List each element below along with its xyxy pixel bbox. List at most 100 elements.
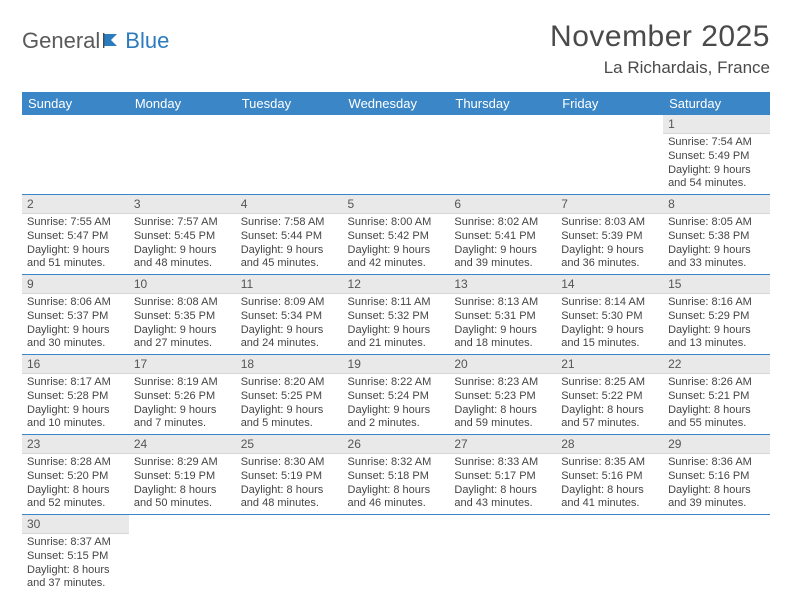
daylight-text: Daylight: 9 hours and 5 minutes. (241, 404, 338, 432)
sunset-text: Sunset: 5:49 PM (668, 150, 765, 164)
sunrise-text: Sunrise: 8:00 AM (348, 216, 445, 230)
day-body: Sunrise: 8:05 AMSunset: 5:38 PMDaylight:… (663, 214, 770, 274)
sunset-text: Sunset: 5:39 PM (561, 230, 658, 244)
daylight-text: Daylight: 9 hours and 30 minutes. (27, 324, 124, 352)
daylight-text: Daylight: 9 hours and 51 minutes. (27, 244, 124, 272)
calendar-week-row: 16Sunrise: 8:17 AMSunset: 5:28 PMDayligh… (22, 355, 770, 435)
day-body: Sunrise: 8:14 AMSunset: 5:30 PMDaylight:… (556, 294, 663, 354)
sunrise-text: Sunrise: 8:02 AM (454, 216, 551, 230)
calendar-cell: 15Sunrise: 8:16 AMSunset: 5:29 PMDayligh… (663, 275, 770, 355)
day-number: 9 (22, 275, 129, 294)
daylight-text: Daylight: 9 hours and 13 minutes. (668, 324, 765, 352)
sunset-text: Sunset: 5:31 PM (454, 310, 551, 324)
sunrise-text: Sunrise: 8:35 AM (561, 456, 658, 470)
calendar-week-row: 30Sunrise: 8:37 AMSunset: 5:15 PMDayligh… (22, 515, 770, 595)
day-body: Sunrise: 7:58 AMSunset: 5:44 PMDaylight:… (236, 214, 343, 274)
calendar-cell: . (129, 115, 236, 195)
sunset-text: Sunset: 5:22 PM (561, 390, 658, 404)
day-body: Sunrise: 8:33 AMSunset: 5:17 PMDaylight:… (449, 454, 556, 514)
day-body: Sunrise: 8:06 AMSunset: 5:37 PMDaylight:… (22, 294, 129, 354)
day-body: Sunrise: 8:13 AMSunset: 5:31 PMDaylight:… (449, 294, 556, 354)
sunrise-text: Sunrise: 8:26 AM (668, 376, 765, 390)
calendar-cell: 16Sunrise: 8:17 AMSunset: 5:28 PMDayligh… (22, 355, 129, 435)
sunset-text: Sunset: 5:29 PM (668, 310, 765, 324)
daylight-text: Daylight: 9 hours and 39 minutes. (454, 244, 551, 272)
calendar-cell: . (129, 515, 236, 595)
day-number: 7 (556, 195, 663, 214)
col-sunday: Sunday (22, 92, 129, 115)
calendar-cell: 13Sunrise: 8:13 AMSunset: 5:31 PMDayligh… (449, 275, 556, 355)
sunset-text: Sunset: 5:45 PM (134, 230, 231, 244)
title-block: November 2025 La Richardais, France (550, 20, 770, 78)
sunrise-text: Sunrise: 8:22 AM (348, 376, 445, 390)
day-body: Sunrise: 8:17 AMSunset: 5:28 PMDaylight:… (22, 374, 129, 434)
calendar-cell: . (236, 115, 343, 195)
col-tuesday: Tuesday (236, 92, 343, 115)
sunset-text: Sunset: 5:32 PM (348, 310, 445, 324)
sunset-text: Sunset: 5:19 PM (134, 470, 231, 484)
sunrise-text: Sunrise: 8:14 AM (561, 296, 658, 310)
logo-text-blue: Blue (125, 28, 169, 54)
calendar-cell: . (449, 515, 556, 595)
calendar-cell: 26Sunrise: 8:32 AMSunset: 5:18 PMDayligh… (343, 435, 450, 515)
daylight-text: Daylight: 8 hours and 37 minutes. (27, 564, 124, 592)
day-body: Sunrise: 8:36 AMSunset: 5:16 PMDaylight:… (663, 454, 770, 514)
sunrise-text: Sunrise: 7:55 AM (27, 216, 124, 230)
logo-text-general: General (22, 28, 100, 54)
sunset-text: Sunset: 5:41 PM (454, 230, 551, 244)
day-number: 14 (556, 275, 663, 294)
calendar-cell: . (556, 515, 663, 595)
daylight-text: Daylight: 8 hours and 59 minutes. (454, 404, 551, 432)
day-number: 21 (556, 355, 663, 374)
day-body: Sunrise: 8:23 AMSunset: 5:23 PMDaylight:… (449, 374, 556, 434)
day-body: Sunrise: 8:03 AMSunset: 5:39 PMDaylight:… (556, 214, 663, 274)
sunrise-text: Sunrise: 8:09 AM (241, 296, 338, 310)
daylight-text: Daylight: 8 hours and 39 minutes. (668, 484, 765, 512)
sunrise-text: Sunrise: 8:13 AM (454, 296, 551, 310)
sunset-text: Sunset: 5:15 PM (27, 550, 124, 564)
sunrise-text: Sunrise: 8:20 AM (241, 376, 338, 390)
daylight-text: Daylight: 9 hours and 48 minutes. (134, 244, 231, 272)
daylight-text: Daylight: 9 hours and 18 minutes. (454, 324, 551, 352)
day-number: 18 (236, 355, 343, 374)
day-number: 28 (556, 435, 663, 454)
daylight-text: Daylight: 8 hours and 46 minutes. (348, 484, 445, 512)
day-body: Sunrise: 8:02 AMSunset: 5:41 PMDaylight:… (449, 214, 556, 274)
sunrise-text: Sunrise: 7:58 AM (241, 216, 338, 230)
day-body: Sunrise: 8:32 AMSunset: 5:18 PMDaylight:… (343, 454, 450, 514)
day-body: Sunrise: 8:20 AMSunset: 5:25 PMDaylight:… (236, 374, 343, 434)
sunset-text: Sunset: 5:28 PM (27, 390, 124, 404)
day-body: Sunrise: 8:30 AMSunset: 5:19 PMDaylight:… (236, 454, 343, 514)
calendar-cell: 21Sunrise: 8:25 AMSunset: 5:22 PMDayligh… (556, 355, 663, 435)
page-header: General Blue November 2025 La Richardais,… (22, 20, 770, 78)
day-number: 15 (663, 275, 770, 294)
calendar-cell: 30Sunrise: 8:37 AMSunset: 5:15 PMDayligh… (22, 515, 129, 595)
sunrise-text: Sunrise: 8:03 AM (561, 216, 658, 230)
sunset-text: Sunset: 5:47 PM (27, 230, 124, 244)
calendar-cell: 7Sunrise: 8:03 AMSunset: 5:39 PMDaylight… (556, 195, 663, 275)
sunrise-text: Sunrise: 8:19 AM (134, 376, 231, 390)
calendar-cell: 6Sunrise: 8:02 AMSunset: 5:41 PMDaylight… (449, 195, 556, 275)
sunrise-text: Sunrise: 8:29 AM (134, 456, 231, 470)
sunrise-text: Sunrise: 8:28 AM (27, 456, 124, 470)
calendar-week-row: . . . . . . 1Sunrise: 7:54 AMSunset: 5:4… (22, 115, 770, 195)
daylight-text: Daylight: 8 hours and 43 minutes. (454, 484, 551, 512)
calendar-cell: . (343, 515, 450, 595)
daylight-text: Daylight: 9 hours and 21 minutes. (348, 324, 445, 352)
col-saturday: Saturday (663, 92, 770, 115)
sunset-text: Sunset: 5:20 PM (27, 470, 124, 484)
calendar-cell: 18Sunrise: 8:20 AMSunset: 5:25 PMDayligh… (236, 355, 343, 435)
col-friday: Friday (556, 92, 663, 115)
day-number: 13 (449, 275, 556, 294)
day-number: 10 (129, 275, 236, 294)
sunset-text: Sunset: 5:35 PM (134, 310, 231, 324)
calendar-cell: 14Sunrise: 8:14 AMSunset: 5:30 PMDayligh… (556, 275, 663, 355)
day-body: Sunrise: 8:09 AMSunset: 5:34 PMDaylight:… (236, 294, 343, 354)
sunset-text: Sunset: 5:25 PM (241, 390, 338, 404)
sunrise-text: Sunrise: 8:05 AM (668, 216, 765, 230)
calendar-cell: 19Sunrise: 8:22 AMSunset: 5:24 PMDayligh… (343, 355, 450, 435)
calendar-cell: 3Sunrise: 7:57 AMSunset: 5:45 PMDaylight… (129, 195, 236, 275)
sunrise-text: Sunrise: 8:37 AM (27, 536, 124, 550)
day-body: Sunrise: 8:25 AMSunset: 5:22 PMDaylight:… (556, 374, 663, 434)
calendar-cell: 1Sunrise: 7:54 AMSunset: 5:49 PMDaylight… (663, 115, 770, 195)
